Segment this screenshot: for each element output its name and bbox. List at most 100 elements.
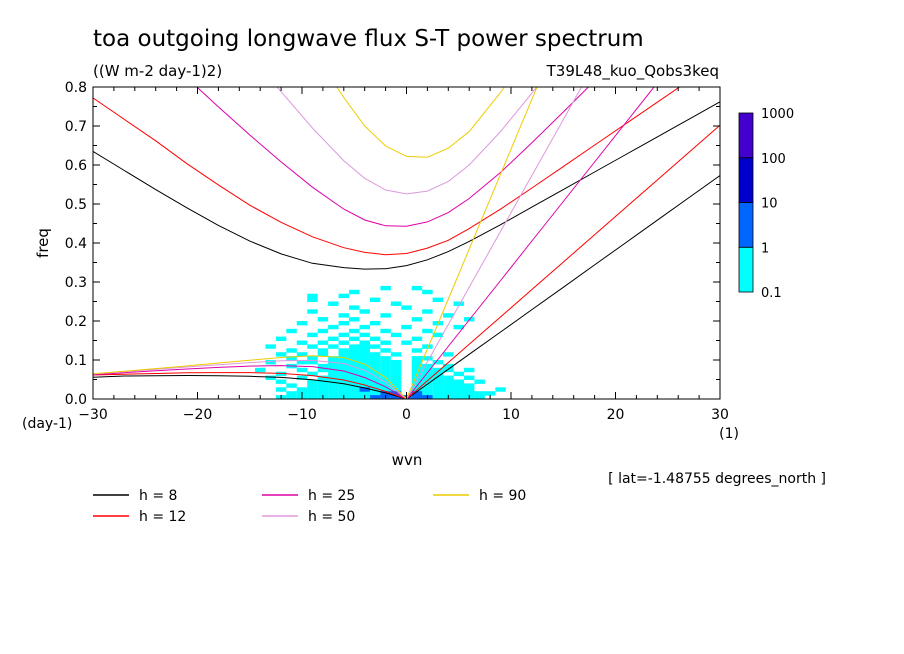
spectrum-cell [275,336,287,341]
spectrum-cell-strong [411,391,423,396]
curve-upper-2 [196,87,590,227]
spectrum-cell [328,356,339,361]
spectrum-cell [422,344,433,349]
spectrum-cell [380,360,391,365]
spectrum-cell [338,340,350,345]
spectrum-cell [296,375,308,380]
spectrum-cell [380,285,391,291]
spectrum-cell [484,391,496,396]
spectrum-cell [359,332,370,338]
curve-kelvin-3 [406,87,583,399]
spectrum-cell-strong [390,395,402,399]
spectrum-cell [411,367,423,373]
spectrum-cell [317,352,329,357]
spectrum-cell [359,309,370,314]
spectrum-cell [349,305,360,310]
spectrum-cell [411,317,423,322]
spectrum-cell [390,387,402,392]
spectrum-cell [317,367,329,373]
spectrum-cell [422,387,433,392]
spectrum-cell [453,383,464,388]
spectrum-cell [317,340,329,345]
spectrum-cell [338,332,350,338]
spectrum-cell [369,363,381,369]
curve-kelvin-4 [406,87,538,399]
curve-upper-1 [93,87,681,256]
curve-upper-0 [93,101,720,270]
spectrum-cell [328,301,339,306]
spectrum-cell [307,383,318,388]
spectrum-cell [369,360,381,365]
x-tick-label: −10 [287,407,317,423]
legend-label: h = 8 [139,488,177,504]
spectrum-cell [369,297,381,302]
spectrum-cell [286,395,297,399]
y-tick-label: 0.8 [65,80,87,96]
spectrum-cell [443,383,454,388]
spectrum-cell [338,352,350,357]
spectrum-cell [286,383,297,388]
spectrum-cell [338,363,350,369]
spectrum-cell [317,363,329,369]
spectrum-cell [328,375,339,380]
spectrum-cell [443,352,454,357]
spectrum-cell [390,383,402,388]
spectrum-cell [338,375,350,380]
spectrum-cell [307,344,318,349]
x-tick-label: −30 [78,407,108,423]
spectrum-cell [338,360,350,365]
spectrum-cell [443,387,454,392]
spectrum-cell [296,360,308,365]
y-tick-label: 0.4 [65,236,87,252]
spectrum-cell [359,379,370,384]
spectrum-cell [443,363,454,369]
spectrum-cell [296,352,308,357]
y-tick-label: 0.7 [65,119,87,135]
spectrum-cell [380,348,391,353]
spectrum-cell [307,360,318,365]
spectrum-cell [380,313,391,318]
x-tick-label: 0 [402,407,411,423]
spectrum-cell [453,391,464,396]
spectrum-cell [349,363,360,369]
spectrum-cell [432,383,444,388]
spectrum-cell [390,360,402,365]
spectrum-cell [349,328,360,334]
spectrum-cell [359,340,370,345]
spectrum-cell [422,371,433,377]
colorbar-swatch [738,202,754,248]
spectrum-cell [432,367,444,373]
spectrum-cell [380,328,391,334]
spectrum-cell [432,375,444,380]
spectrum-cell [265,344,276,349]
spectrum-cell [349,356,360,361]
spectrum-cell [338,293,350,299]
spectrum-cell [349,336,360,341]
x-tick-label: 20 [607,407,625,423]
spectrum-cell [369,367,381,373]
spectrum-cell [359,352,370,357]
spectrum-cell [359,363,370,369]
x-axis-label: wvn [392,451,423,469]
spectrum-cell [422,309,433,314]
spectrum-cell [359,356,370,361]
chart-title: toa outgoing longwave flux S-T power spe… [93,26,644,52]
spectrum-cell [317,387,329,392]
legend-label: h = 50 [308,509,355,525]
curve-lower-0 [93,374,407,399]
spectrum-cell [307,297,318,302]
spectrum-cell [328,363,339,369]
spectrum-cell [463,375,475,380]
x-unit-label: (1) [719,426,739,442]
spectrum-cell [432,360,444,365]
y-tick-label: 0.0 [65,392,87,408]
spectrum-cell [328,395,339,399]
spectrum-cell [338,348,350,353]
spectrum-cell [275,379,287,384]
colorbar-label: 1 [761,241,769,256]
spectrum-cell [463,387,475,392]
spectrum-cell [328,383,339,388]
spectrum-cell [349,391,360,396]
y-unit-label: (day-1) [22,416,72,432]
spectrum-cell [422,363,433,369]
